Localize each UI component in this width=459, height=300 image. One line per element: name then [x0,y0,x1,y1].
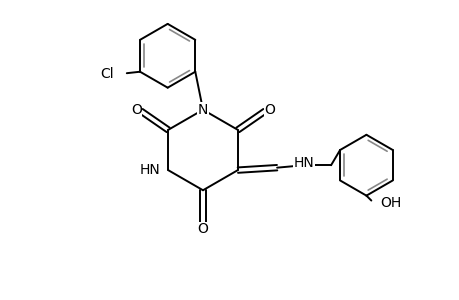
Text: O: O [197,223,208,236]
Text: HN: HN [293,156,314,170]
Text: O: O [264,103,274,117]
Text: Cl: Cl [100,67,114,81]
Text: OH: OH [379,196,401,210]
Text: HN: HN [140,163,161,177]
Text: N: N [197,103,208,117]
Text: O: O [130,103,141,117]
